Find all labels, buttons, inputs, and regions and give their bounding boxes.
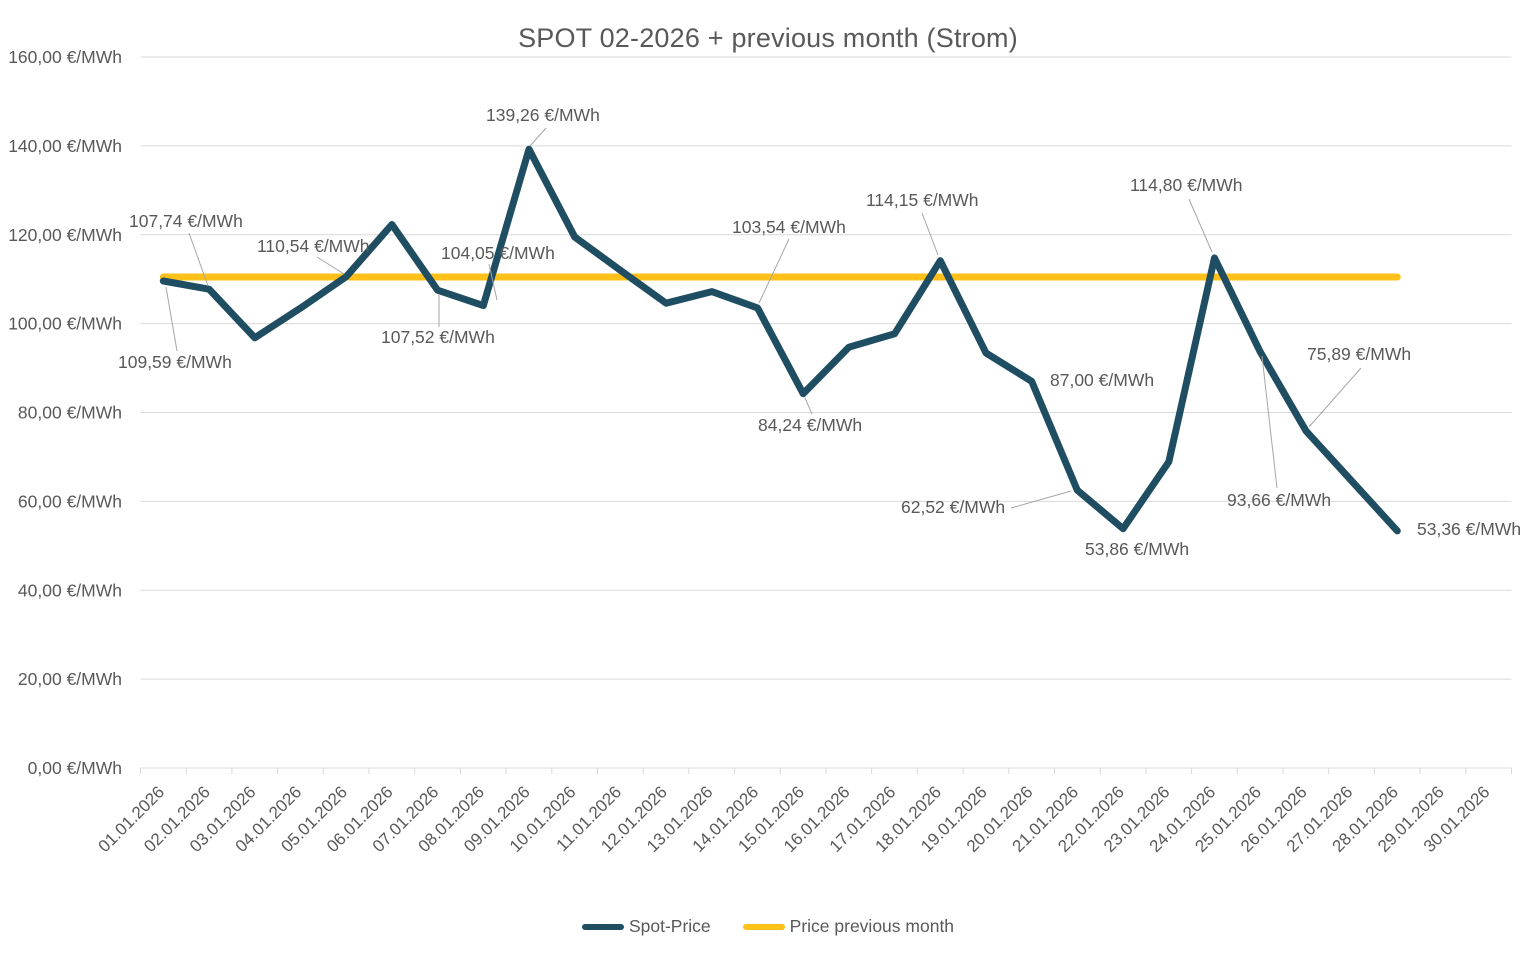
- legend-item-price-previous-month: Price previous month: [742, 916, 955, 937]
- y-axis-label: 60,00 €/MWh: [18, 491, 122, 511]
- data-label: 87,00 €/MWh: [1050, 370, 1154, 390]
- y-axis-label: 20,00 €/MWh: [18, 669, 122, 689]
- legend: Spot-Price Price previous month: [0, 916, 1536, 937]
- spot-price-line-swatch-icon: [581, 923, 624, 930]
- data-label-leader-line: [921, 212, 939, 256]
- data-label: 62,52 €/MWh: [901, 497, 1005, 517]
- data-label: 107,52 €/MWh: [381, 327, 495, 347]
- y-axis-label: 160,00 €/MWh: [8, 47, 122, 67]
- spot-price-line: [159, 145, 1401, 535]
- data-label-leader-line: [758, 238, 790, 304]
- data-label-leader-line: [1010, 490, 1072, 509]
- y-axis-label: 100,00 €/MWh: [8, 314, 122, 334]
- data-label: 93,66 €/MWh: [1227, 490, 1331, 510]
- data-label: 104,05 €/MWh: [441, 243, 555, 263]
- previous-month-line-swatch-icon: [742, 923, 785, 930]
- chart-title: SPOT 02-2026 + previous month (Strom): [518, 23, 1018, 53]
- data-label: 114,80 €/MWh: [1130, 175, 1243, 195]
- data-label: 103,54 €/MWh: [732, 217, 846, 237]
- data-label: 53,36 €/MWh: [1417, 519, 1521, 539]
- data-label-leader-line: [1261, 355, 1278, 489]
- y-axis-label: 80,00 €/MWh: [18, 403, 122, 423]
- y-axis-label: 120,00 €/MWh: [8, 225, 122, 245]
- data-label: 53,86 €/MWh: [1085, 539, 1189, 559]
- data-label-leader-line: [165, 286, 178, 352]
- data-label: 110,54 €/MWh: [257, 236, 370, 256]
- data-label-leader-line: [529, 127, 547, 147]
- data-label-leader-line: [488, 263, 498, 301]
- legend-label-spot-price: Spot-Price: [628, 916, 711, 936]
- data-label: 84,24 €/MWh: [758, 415, 862, 435]
- data-label: 75,89 €/MWh: [1307, 344, 1411, 364]
- data-label-leader-line: [1308, 367, 1362, 428]
- y-axis-label: 40,00 €/MWh: [18, 580, 122, 600]
- data-label-leader-line: [316, 256, 345, 275]
- data-label: 139,26 €/MWh: [486, 105, 600, 125]
- legend-label-price-previous-month: Price previous month: [789, 916, 955, 936]
- data-label: 114,15 €/MWh: [866, 190, 979, 210]
- data-label-leader-line: [188, 232, 209, 287]
- y-axis-label: 0,00 €/MWh: [28, 758, 122, 778]
- legend-item-spot-price: Spot-Price: [581, 916, 711, 937]
- data-label-leader-line: [1188, 198, 1213, 253]
- data-label: 107,74 €/MWh: [129, 211, 243, 231]
- y-axis-label: 140,00 €/MWh: [8, 136, 122, 156]
- data-label: 109,59 €/MWh: [118, 352, 232, 372]
- data-label-leader-line: [804, 397, 813, 415]
